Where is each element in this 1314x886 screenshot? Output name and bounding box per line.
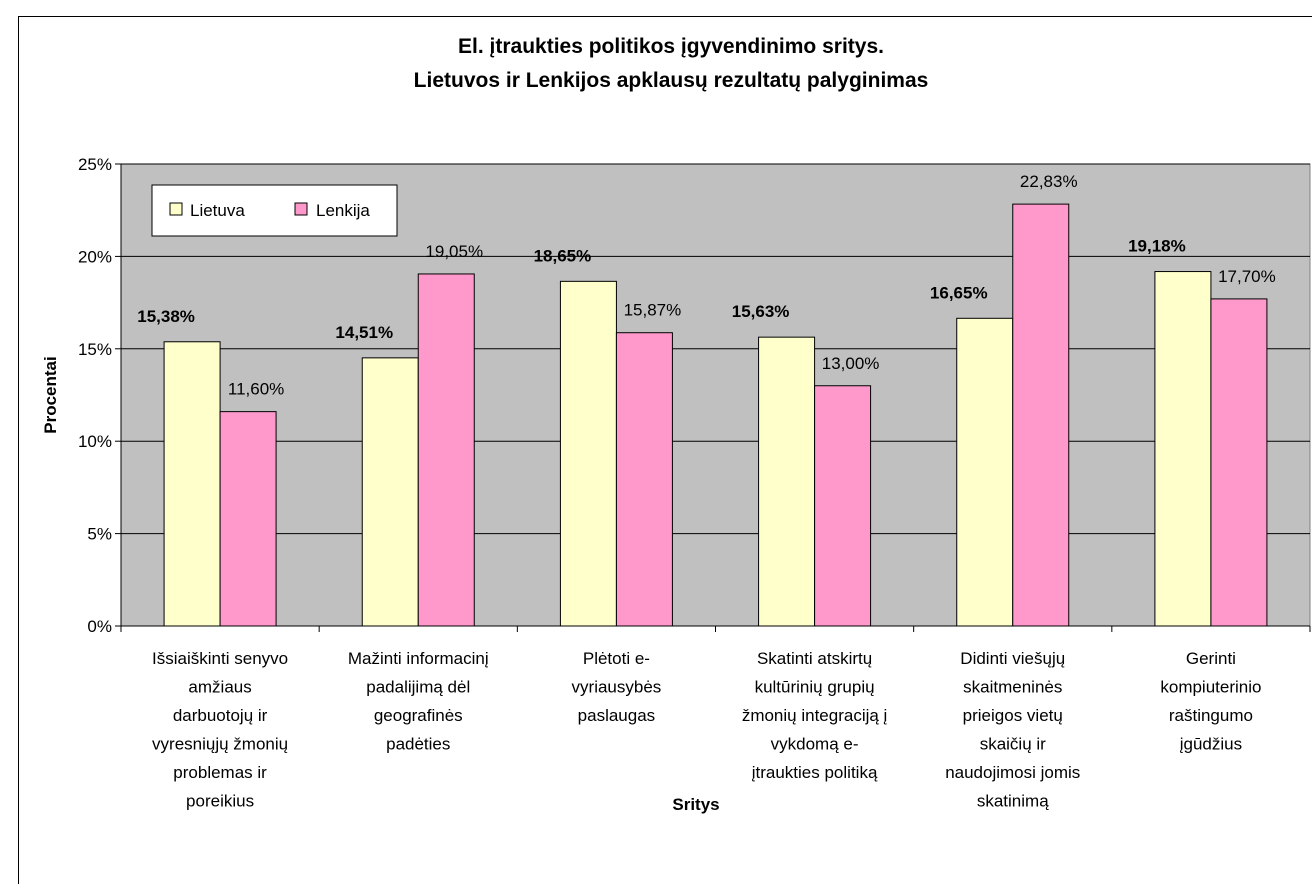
legend-box xyxy=(151,184,398,237)
legend-label-lenkija: Lenkija xyxy=(316,201,370,220)
y-tick-label: 15% xyxy=(78,340,112,359)
data-label-lenkija-5: 22,83% xyxy=(1020,172,1078,191)
x-axis-title: Sritys xyxy=(672,795,719,814)
bar-lietuva-6 xyxy=(1154,271,1212,627)
plot-area xyxy=(120,163,1311,627)
bar-lietuva-1 xyxy=(163,341,221,627)
legend-swatch-lietuva xyxy=(169,202,183,216)
data-label-lenkija-1: 11,60% xyxy=(228,380,284,399)
bar-lenkija-4 xyxy=(814,385,872,627)
category-label-6: Gerinti kompiuterinio raštingumo įgūdžius xyxy=(1160,649,1261,754)
chart-frame xyxy=(18,16,1312,884)
data-label-lietuva-3: 18,65% xyxy=(534,246,592,265)
data-label-lietuva-2: 14,51% xyxy=(335,323,393,342)
data-label-lenkija-6: 17,70% xyxy=(1218,267,1276,286)
bar-lietuva-3 xyxy=(559,280,617,627)
chart-title-line-2: Lietuvos ir Lenkijos apklausų rezultatų … xyxy=(414,69,929,92)
data-label-lietuva-6: 19,18% xyxy=(1128,237,1186,256)
y-tick-label: 0% xyxy=(87,617,112,636)
legend-label-lietuva: Lietuva xyxy=(190,201,245,220)
data-label-lenkija-4: 13,00% xyxy=(822,354,880,373)
bar-lenkija-2 xyxy=(417,273,475,627)
legend-swatch-lenkija xyxy=(294,202,308,216)
category-label-2: Mažinti informacinį padalijimą dėl geograf… xyxy=(348,649,489,754)
category-label-4: Skatinti atskirtų kultūrinių grupių žmonių… xyxy=(742,649,888,782)
bar-lenkija-6 xyxy=(1210,298,1268,627)
data-label-lenkija-2: 19,05% xyxy=(425,242,483,261)
bar-lenkija-3 xyxy=(615,332,673,627)
y-tick-label: 10% xyxy=(78,432,112,451)
bar-lietuva-4 xyxy=(758,336,816,627)
bar-lietuva-2 xyxy=(361,357,419,627)
data-label-lietuva-4: 15,63% xyxy=(732,302,790,321)
bar-lenkija-1 xyxy=(219,411,277,627)
category-label-1: Išsiaiškinti senyvo amžiaus darbuotojų ir v… xyxy=(152,649,288,811)
bar-lietuva-5 xyxy=(956,317,1014,627)
y-tick-label: 20% xyxy=(78,247,112,266)
data-label-lietuva-1: 15,38% xyxy=(137,307,195,326)
chart-title-line-1: El. įtraukties politikos įgyvendinimo sr… xyxy=(458,35,884,58)
category-label-5: Didinti viešųjų skaitmeninės prieigos viet… xyxy=(945,649,1080,811)
category-label-3: Plėtoti e-vyriausybės paslaugas xyxy=(572,649,662,725)
y-tick-label: 25% xyxy=(78,155,112,174)
data-label-lenkija-3: 15,87% xyxy=(624,301,682,320)
data-label-lietuva-5: 16,65% xyxy=(930,283,988,302)
y-axis-title: Procentai xyxy=(41,356,60,433)
y-tick-label: 5% xyxy=(87,525,112,544)
bar-lenkija-5 xyxy=(1012,203,1070,627)
